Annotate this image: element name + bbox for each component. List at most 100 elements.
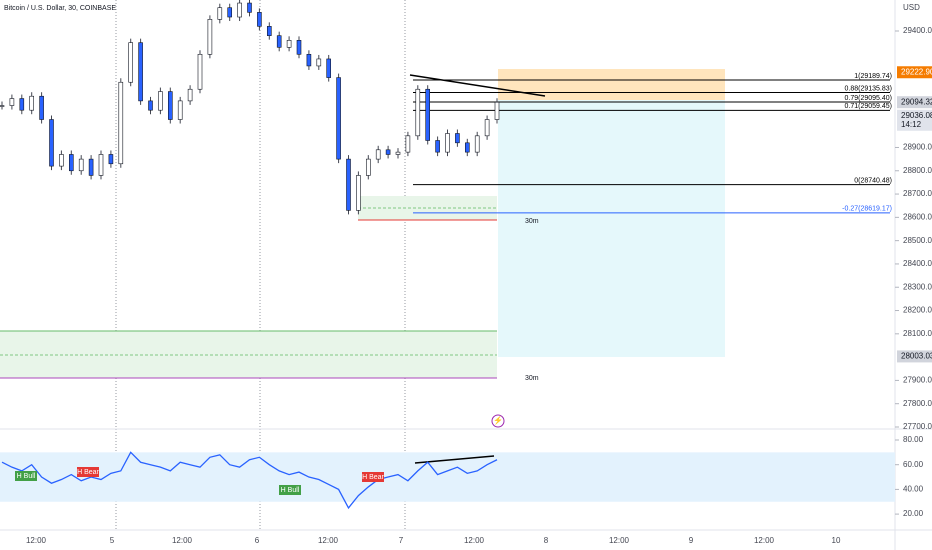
candle bbox=[39, 95, 44, 120]
candle bbox=[0, 105, 5, 107]
alert-glyph[interactable]: ⚡ bbox=[493, 415, 503, 425]
price-tick-label: 28500.00 bbox=[903, 236, 932, 245]
candle bbox=[395, 151, 401, 155]
candle bbox=[98, 154, 104, 176]
signal-label: H Bear bbox=[362, 474, 384, 481]
candle bbox=[148, 100, 153, 111]
candle bbox=[346, 158, 351, 211]
last-price-tag bbox=[897, 109, 932, 131]
candle bbox=[187, 88, 193, 102]
candle bbox=[217, 7, 223, 20]
candle bbox=[296, 40, 302, 55]
signal-badge bbox=[15, 471, 37, 481]
signal-badge bbox=[77, 467, 99, 477]
candle bbox=[306, 53, 312, 67]
rsi-tick-label: 80.00 bbox=[903, 435, 924, 444]
price-tick-label: 27800.00 bbox=[903, 399, 932, 408]
candle bbox=[49, 119, 54, 167]
time-label: 12:00 bbox=[754, 536, 775, 545]
time-label: 6 bbox=[255, 536, 260, 545]
candle bbox=[464, 142, 470, 153]
time-label: 12:00 bbox=[172, 536, 193, 545]
candle bbox=[108, 154, 114, 165]
candle bbox=[494, 101, 500, 120]
signal-label: H Bull bbox=[281, 487, 300, 494]
price-tick-label: 28100.00 bbox=[903, 329, 932, 338]
price-tag-label: 29222.90 bbox=[901, 67, 932, 76]
price-tag bbox=[897, 66, 932, 79]
candle bbox=[118, 81, 124, 165]
candle bbox=[177, 100, 183, 120]
fib-label: 0.79(29095.40) bbox=[845, 95, 892, 102]
alert-icon[interactable] bbox=[491, 414, 505, 428]
currency: USD bbox=[903, 3, 920, 12]
last-price-label: 29036.08 bbox=[901, 111, 932, 120]
rsi-tick-label: 60.00 bbox=[903, 460, 924, 469]
time-label: 12:00 bbox=[609, 536, 630, 545]
price-tick-label: 27700.00 bbox=[903, 422, 932, 431]
candle bbox=[168, 91, 173, 120]
fib-label: 0.71(29059.45) bbox=[845, 103, 892, 110]
target-box bbox=[498, 100, 725, 357]
price-tick-label: 28700.00 bbox=[903, 189, 932, 198]
candle bbox=[445, 133, 450, 153]
price-tick-label: 28900.00 bbox=[903, 143, 932, 152]
candle bbox=[286, 40, 292, 48]
candle bbox=[9, 98, 15, 106]
candle bbox=[78, 158, 84, 172]
fib-label: 0(28740.48) bbox=[854, 177, 892, 184]
time-label: 12:00 bbox=[318, 536, 339, 545]
candle bbox=[266, 26, 272, 36]
candle bbox=[276, 35, 282, 48]
symbol-title: Bitcoin / U.S. Dollar, 30, COINBASE bbox=[4, 5, 116, 12]
candle bbox=[69, 154, 74, 172]
stop-box bbox=[498, 69, 725, 100]
rsi-tick-label: 40.00 bbox=[903, 485, 924, 494]
candle bbox=[356, 175, 361, 211]
price-tag-label: 28003.03 bbox=[901, 352, 932, 361]
candle bbox=[257, 12, 262, 27]
time-label: 8 bbox=[544, 536, 549, 545]
fib-label: 0.88(29135.83) bbox=[845, 85, 892, 92]
candle bbox=[237, 2, 242, 18]
candle bbox=[336, 77, 341, 160]
price-tick-label: 27900.00 bbox=[903, 376, 932, 385]
signal-badge bbox=[362, 472, 384, 482]
candle bbox=[474, 135, 480, 153]
price-tag bbox=[897, 96, 932, 109]
signal-label: H Bull bbox=[17, 473, 36, 480]
price-tag-label: 29094.32 bbox=[901, 97, 932, 106]
time-label: 10 bbox=[832, 536, 841, 545]
rsi-line bbox=[1, 451, 498, 510]
candle bbox=[59, 154, 64, 167]
candle bbox=[158, 91, 163, 111]
candle bbox=[375, 149, 381, 160]
price-tick-label: 28400.00 bbox=[903, 259, 932, 268]
candle bbox=[326, 58, 332, 78]
candle bbox=[247, 2, 252, 13]
candle bbox=[415, 88, 421, 137]
candle bbox=[435, 140, 440, 153]
timeframe-label: 30m bbox=[525, 218, 539, 225]
candle bbox=[207, 19, 213, 55]
candle bbox=[405, 135, 411, 153]
candle bbox=[316, 58, 322, 67]
signal-label: H Bear bbox=[77, 469, 99, 476]
candle bbox=[484, 119, 490, 137]
candle bbox=[365, 158, 371, 176]
price-tag bbox=[897, 350, 932, 363]
rsi-tick-label: 20.00 bbox=[903, 509, 924, 518]
time-label: 7 bbox=[399, 536, 404, 545]
price-tick-label: 29400.00 bbox=[903, 26, 932, 35]
candle bbox=[19, 98, 25, 111]
candle bbox=[138, 42, 143, 102]
candle bbox=[227, 7, 232, 18]
candle bbox=[128, 42, 133, 83]
price-tick-label: 28600.00 bbox=[903, 212, 932, 221]
time-label: 12:00 bbox=[26, 536, 47, 545]
time-label: 9 bbox=[689, 536, 694, 545]
signal-badge bbox=[279, 485, 301, 495]
fib-label: -0.27(28619.17) bbox=[842, 206, 892, 213]
candle bbox=[29, 95, 35, 111]
